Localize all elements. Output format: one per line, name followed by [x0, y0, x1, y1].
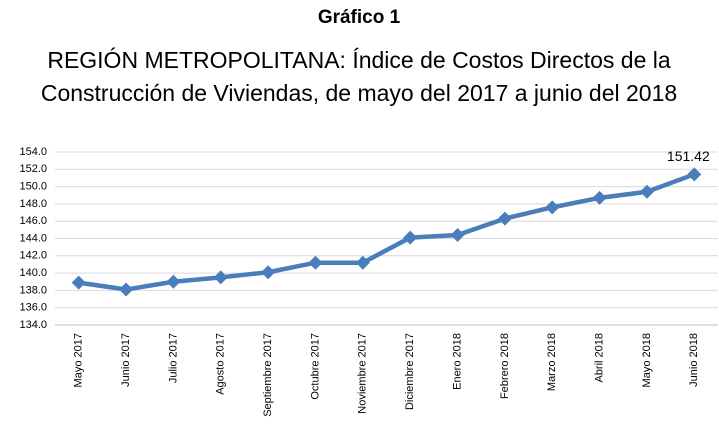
x-tick-label: Junio 2018	[688, 333, 700, 387]
x-tick-label: Agosto 2017	[215, 333, 227, 395]
x-tick-label: Octubre 2017	[309, 333, 321, 400]
marker	[119, 282, 134, 297]
data-label: 151.42	[667, 148, 710, 164]
x-tick-label: Enero 2018	[451, 333, 463, 390]
marker	[592, 190, 607, 205]
x-tick-label: Diciembre 2017	[404, 333, 416, 410]
x-tick-label: Noviembre 2017	[357, 333, 369, 414]
marker	[355, 255, 370, 270]
y-tick-label: 152.0	[19, 163, 47, 175]
x-tick-label: Junio 2017	[120, 333, 132, 387]
y-tick-label: 144.0	[19, 232, 47, 244]
y-tick-label: 134.0	[19, 319, 47, 331]
y-tick-label: 146.0	[19, 215, 47, 227]
y-tick-label: 136.0	[19, 302, 47, 314]
marker	[166, 274, 181, 289]
x-tick-label: Marzo 2018	[546, 333, 558, 391]
chart-title: Gráfico 1	[318, 7, 401, 28]
chart-subtitle: Construcción de Viviendas, de mayo del 2…	[41, 80, 677, 106]
y-tick-label: 140.0	[19, 267, 47, 279]
marker	[497, 211, 512, 226]
y-tick-label: 138.0	[19, 284, 47, 296]
marker	[639, 184, 654, 199]
marker	[213, 270, 228, 285]
x-tick-label: Julio 2017	[167, 333, 179, 383]
x-tick-label: Septiembre 2017	[262, 333, 274, 417]
line	[78, 172, 696, 292]
marker	[450, 228, 465, 243]
chart-subtitle: REGIÓN METROPOLITANA: Índice de Costos D…	[47, 47, 671, 73]
y-tick-label: 150.0	[19, 181, 47, 193]
x-tick-label: Febrero 2018	[499, 333, 511, 399]
y-tick-label: 154.0	[19, 146, 47, 158]
marker	[545, 200, 560, 215]
marker	[687, 167, 702, 182]
y-tick-label: 148.0	[19, 198, 47, 210]
marker	[71, 275, 86, 290]
x-tick-label: Mayo 2017	[73, 333, 85, 387]
marker	[261, 265, 276, 280]
y-tick-label: 142.0	[19, 250, 47, 262]
marker	[308, 255, 323, 270]
x-tick-label: Mayo 2018	[641, 333, 653, 387]
marker	[403, 230, 418, 245]
x-tick-label: Abril 2018	[594, 333, 606, 383]
